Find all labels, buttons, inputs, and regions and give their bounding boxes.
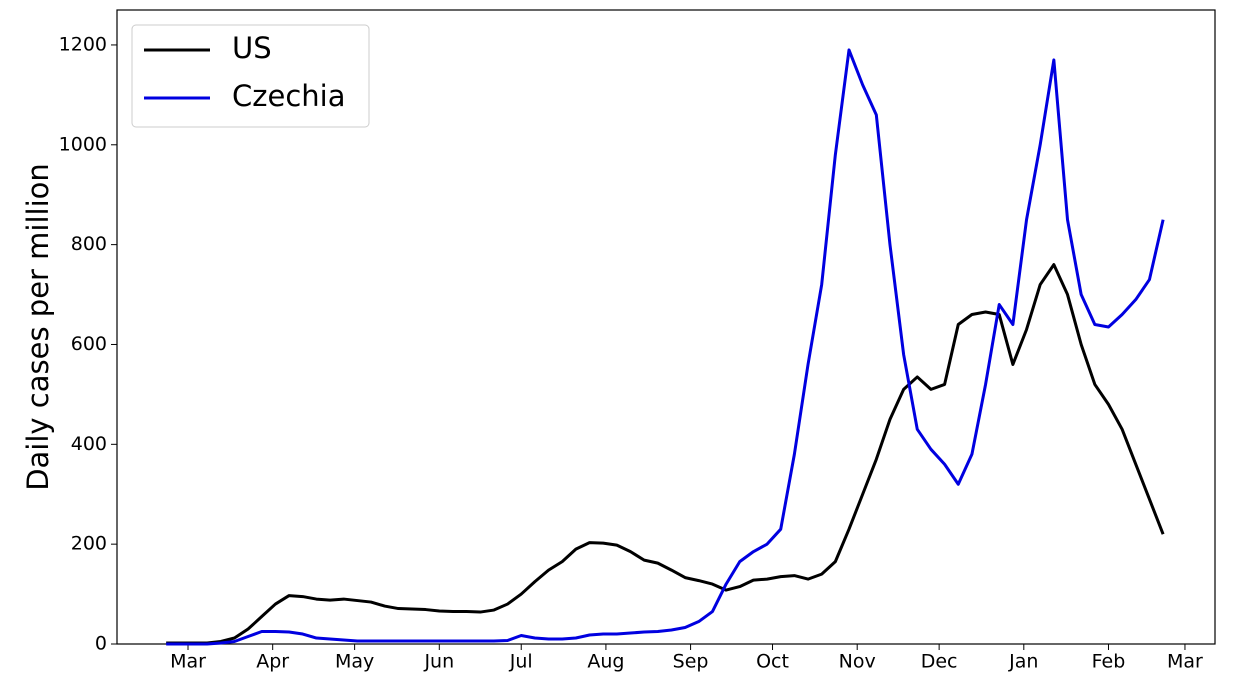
y-axis-label: Daily cases per million xyxy=(21,163,55,491)
y-tick-label: 1000 xyxy=(59,133,107,155)
x-tick-label: Jul xyxy=(509,651,533,673)
x-tick-label: Apr xyxy=(256,651,289,673)
y-tick-label: 200 xyxy=(71,533,107,555)
plot-frame xyxy=(116,9,1216,645)
y-tick-label: 600 xyxy=(71,333,107,355)
x-tick-label: Mar xyxy=(170,651,206,673)
x-tick-label: Feb xyxy=(1092,651,1126,673)
data-line xyxy=(166,48,1165,646)
x-tick-label: Dec xyxy=(921,651,958,673)
y-tick-label: 400 xyxy=(71,433,107,455)
x-tick-label: Nov xyxy=(839,651,876,673)
y-tick-label: 0 xyxy=(95,633,107,655)
x-tick-label: Jun xyxy=(423,651,454,673)
x-tick-label: May xyxy=(335,651,374,673)
x-tick-label: Sep xyxy=(673,651,709,673)
legend-label: US xyxy=(232,31,272,65)
x-tick-label: Oct xyxy=(756,651,789,673)
y-tick-label: 800 xyxy=(71,233,107,255)
legend-label: Czechia xyxy=(232,79,345,113)
y-tick-label: 1200 xyxy=(59,33,107,55)
x-tick-label: Mar xyxy=(1167,651,1203,673)
x-tick-label: Aug xyxy=(587,651,624,673)
x-tick-label: Jan xyxy=(1008,651,1038,673)
